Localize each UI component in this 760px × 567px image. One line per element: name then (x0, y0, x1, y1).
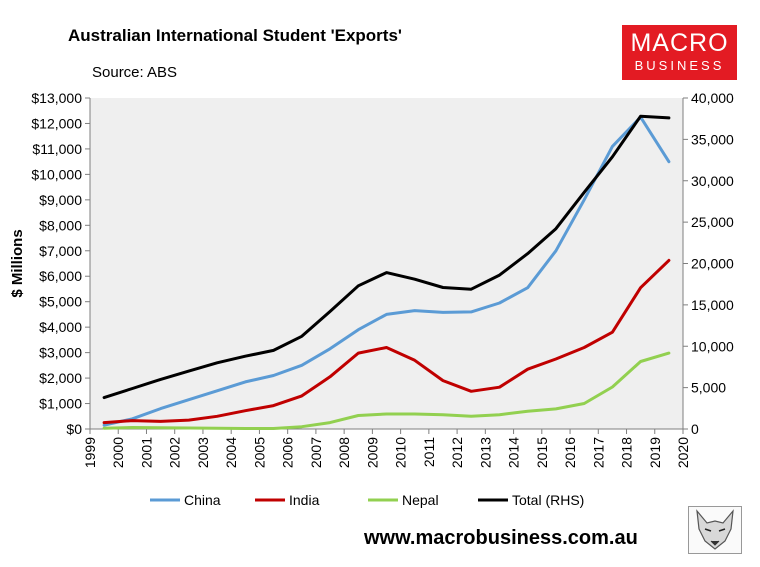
x-tick-label: 2011 (421, 437, 437, 467)
legend-label: Nepal (402, 492, 439, 508)
website-url: www.macrobusiness.com.au (364, 527, 638, 549)
series-line-india (102, 258, 671, 425)
right-y-tick-label: 25,000 (691, 214, 734, 230)
x-tick-label: 2020 (675, 437, 691, 468)
left-y-tick-label: $3,000 (39, 345, 82, 361)
right-y-tick-label: 5,000 (691, 380, 726, 396)
plot-area (90, 98, 683, 429)
right-y-tick-label: 10,000 (691, 338, 734, 354)
x-tick-label: 2019 (647, 437, 663, 468)
series-line-china (102, 115, 671, 427)
y-axis-title: $ Millions (9, 229, 26, 297)
x-tick-label: 1999 (82, 437, 98, 468)
x-tick-label: 2007 (308, 437, 324, 468)
right-y-tick-label: 40,000 (691, 90, 734, 106)
chart-source: Source: ABS (92, 64, 178, 81)
x-tick-label: 2004 (223, 437, 239, 468)
left-y-tick-label: $5,000 (39, 294, 82, 310)
left-y-tick-label: $13,000 (31, 90, 82, 106)
left-y-tick-label: $12,000 (31, 115, 82, 131)
x-tick-label: 2003 (195, 437, 211, 468)
left-y-tick-label: $1,000 (39, 396, 82, 412)
right-y-tick-label: 0 (691, 421, 699, 437)
x-tick-label: 2006 (280, 437, 296, 468)
left-y-tick-label: $7,000 (39, 243, 82, 259)
right-y-tick-label: 15,000 (691, 297, 734, 313)
left-y-tick-label: $8,000 (39, 217, 82, 233)
left-y-tick-label: $9,000 (39, 192, 82, 208)
x-tick-label: 2016 (562, 437, 578, 468)
x-tick-label: 2014 (506, 437, 522, 468)
left-y-tick-label: $2,000 (39, 370, 82, 386)
x-tick-label: 2013 (477, 437, 493, 468)
right-y-tick-label: 35,000 (691, 131, 734, 147)
logo-line-2: BUSINESS (634, 58, 725, 73)
logo-line-1: MACRO (630, 29, 729, 57)
right-y-tick-label: 30,000 (691, 173, 734, 189)
x-tick-label: 2010 (393, 437, 409, 468)
left-y-tick-label: $11,000 (32, 141, 82, 157)
x-tick-label: 2000 (110, 437, 126, 468)
fox-mascot-icon (688, 506, 742, 554)
x-tick-label: 2012 (449, 437, 465, 468)
left-y-tick-label: $0 (66, 421, 82, 437)
legend-label: India (289, 492, 320, 508)
series-line-total-rhs (102, 114, 671, 400)
macrobusiness-logo: MACRO BUSINESS (622, 25, 737, 80)
legend-label: Total (RHS) (512, 492, 584, 508)
left-y-tick-label: $6,000 (39, 268, 82, 284)
x-tick-label: 2002 (167, 437, 183, 468)
x-tick-label: 2017 (590, 437, 606, 468)
x-tick-label: 2001 (138, 437, 154, 468)
x-tick-label: 2009 (364, 437, 380, 468)
left-y-tick-label: $4,000 (39, 319, 82, 335)
x-tick-label: 2015 (534, 437, 550, 468)
x-tick-label: 2005 (251, 437, 267, 468)
series-line-nepal (102, 351, 671, 430)
left-y-tick-label: $10,000 (31, 166, 82, 182)
x-tick-label: 2008 (336, 437, 352, 468)
x-tick-label: 2018 (619, 437, 635, 468)
chart-title: Australian International Student 'Export… (68, 26, 402, 45)
legend-label: China (184, 492, 221, 508)
right-y-tick-label: 20,000 (691, 256, 734, 272)
